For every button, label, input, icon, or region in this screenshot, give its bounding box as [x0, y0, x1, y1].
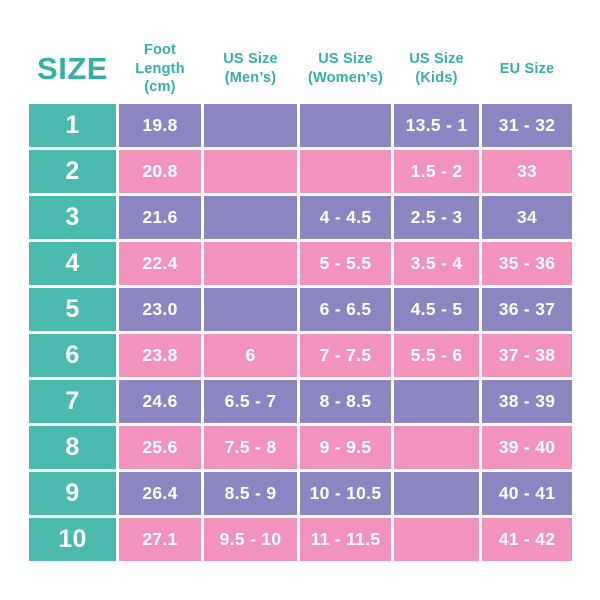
- header-eu-size-line1: EU Size: [499, 60, 555, 77]
- us-mens-cell: [204, 242, 297, 285]
- header-us-mens-line2: (Men’s): [224, 70, 277, 86]
- us-mens-cell: 9.5 - 10: [204, 518, 297, 561]
- us-mens-cell: 6: [204, 334, 297, 377]
- header-us-mens: US Size (Men’s): [204, 50, 297, 88]
- foot-length-cell: 27.1: [119, 518, 201, 561]
- us-mens-cell: 7.5 - 8: [204, 426, 297, 469]
- us-mens-cell: [204, 196, 297, 239]
- us-womens-cell: 6 - 6.5: [300, 288, 391, 331]
- us-womens-cell: 7 - 7.5: [300, 334, 391, 377]
- size-cell: 4: [29, 242, 116, 285]
- us-mens-cell: [204, 150, 297, 193]
- header-foot-length: Foot Length (cm): [119, 41, 201, 98]
- us-kids-cell: 4.5 - 5: [394, 288, 479, 331]
- header-us-kids-line1: US Size: [409, 51, 464, 68]
- table-header: SIZE Foot Length (cm) US Size (Men’s) US…: [29, 40, 572, 98]
- us-kids-cell: 3.5 - 4: [394, 242, 479, 285]
- us-kids-cell: [394, 472, 479, 515]
- eu-size-cell: 40 - 41: [482, 472, 572, 515]
- us-womens-cell: 4 - 4.5: [300, 196, 391, 239]
- eu-size-cell: 33: [482, 150, 572, 193]
- foot-length-cell: 19.8: [119, 104, 201, 147]
- eu-size-cell: 41 - 42: [482, 518, 572, 561]
- foot-length-cell: 24.6: [119, 380, 201, 423]
- table-body: 1 19.8 13.5 - 1 31 - 32 2 20.8 1.5 - 2 3…: [29, 104, 572, 561]
- size-cell: 3: [29, 196, 116, 239]
- eu-size-cell: 35 - 36: [482, 242, 572, 285]
- foot-length-cell: 26.4: [119, 472, 201, 515]
- size-cell: 5: [29, 288, 116, 331]
- us-kids-cell: 1.5 - 2: [394, 150, 479, 193]
- foot-length-cell: 23.0: [119, 288, 201, 331]
- eu-size-cell: 38 - 39: [482, 380, 572, 423]
- us-kids-cell: 5.5 - 6: [394, 334, 479, 377]
- eu-size-cell: 36 - 37: [482, 288, 572, 331]
- eu-size-cell: 37 - 38: [482, 334, 572, 377]
- header-foot-length-line1: Foot Length: [135, 41, 185, 77]
- us-womens-cell: 5 - 5.5: [300, 242, 391, 285]
- size-cell: 7: [29, 380, 116, 423]
- foot-length-cell: 23.8: [119, 334, 201, 377]
- us-mens-cell: 8.5 - 9: [204, 472, 297, 515]
- us-womens-cell: 9 - 9.5: [300, 426, 391, 469]
- eu-size-cell: 39 - 40: [482, 426, 572, 469]
- header-us-womens: US Size (Women’s): [300, 50, 391, 88]
- header-us-kids: US Size (Kids): [394, 50, 479, 88]
- us-mens-cell: 6.5 - 7: [204, 380, 297, 423]
- header-us-kids-line2: (Kids): [415, 70, 458, 86]
- us-kids-cell: [394, 426, 479, 469]
- header-foot-length-line2: (cm): [144, 79, 176, 96]
- us-womens-cell: [300, 150, 391, 193]
- us-womens-cell: 8 - 8.5: [300, 380, 391, 423]
- header-us-womens-line2: (Women’s): [307, 70, 384, 86]
- size-cell: 2: [29, 150, 116, 193]
- us-mens-cell: [204, 288, 297, 331]
- foot-length-cell: 25.6: [119, 426, 201, 469]
- us-mens-cell: [204, 104, 297, 147]
- size-cell: 10: [29, 518, 116, 561]
- size-cell: 9: [29, 472, 116, 515]
- eu-size-cell: 31 - 32: [482, 104, 572, 147]
- header-eu-size: EU Size: [482, 60, 572, 79]
- us-kids-cell: 13.5 - 1: [394, 104, 479, 147]
- eu-size-cell: 34: [482, 196, 572, 239]
- us-womens-cell: 11 - 11.5: [300, 518, 391, 561]
- us-kids-cell: [394, 518, 479, 561]
- us-kids-cell: 2.5 - 3: [394, 196, 479, 239]
- us-womens-cell: [300, 104, 391, 147]
- size-cell: 8: [29, 426, 116, 469]
- size-table: SIZE Foot Length (cm) US Size (Men’s) US…: [29, 40, 572, 561]
- us-kids-cell: [394, 380, 479, 423]
- header-us-mens-line1: US Size: [223, 51, 278, 68]
- header-size: SIZE: [37, 50, 108, 86]
- foot-length-cell: 22.4: [119, 242, 201, 285]
- foot-length-cell: 20.8: [119, 150, 201, 193]
- size-cell: 1: [29, 104, 116, 147]
- foot-length-cell: 21.6: [119, 196, 201, 239]
- header-us-womens-line1: US Size: [318, 51, 373, 68]
- size-cell: 6: [29, 334, 116, 377]
- us-womens-cell: 10 - 10.5: [300, 472, 391, 515]
